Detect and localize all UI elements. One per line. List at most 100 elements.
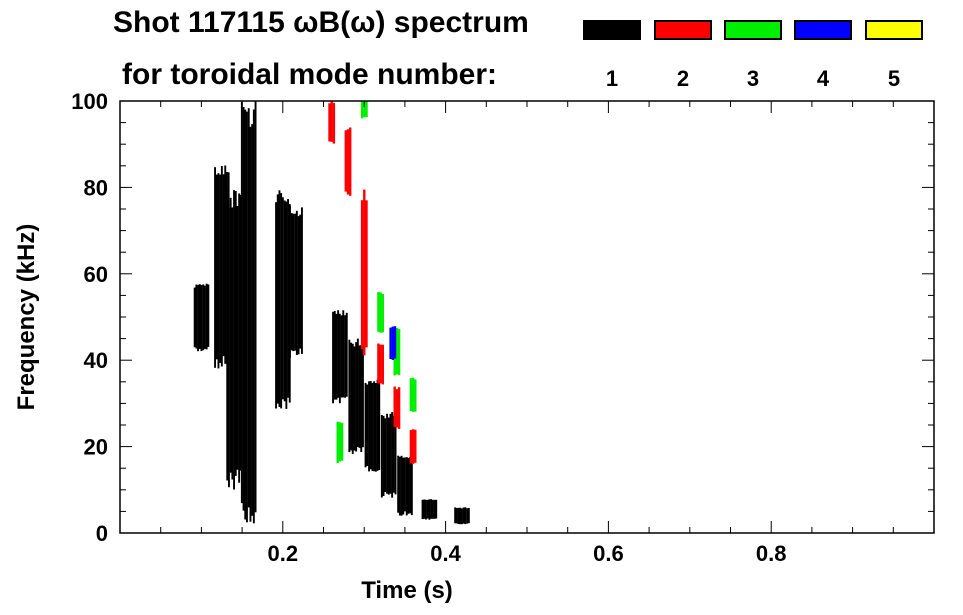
spectrum-mark-n1-2-5 [234,191,237,476]
spectrum-mark-n1-0-0 [193,287,196,348]
spectrum-mark-n2-2-0 [360,200,364,350]
spectrum-mark-n2-5-1 [411,429,415,464]
x-tick-label-0.2: 0.2 [268,541,299,566]
spectrum-mark-n1-9-1 [382,415,385,496]
spectrum-mark-n2-0-0 [328,103,331,142]
spectrum-mark-n1-3-2 [244,109,247,520]
spectrum-mark-n1-10-8 [410,456,413,516]
spectrum-mark-n1-5-8 [301,207,303,354]
y-tick-label-100: 100 [71,89,108,114]
chart-title: Shot 117115 ωB(ω) spectrum [113,6,529,39]
spectrum-mark-n2-5-0 [409,430,413,464]
y-tick-label-0: 0 [96,521,108,546]
spectrum-mark-n1-10-2 [400,455,403,516]
y-axis-title: Frequency (kHz) [13,224,40,411]
spectrum-mark-n1-11-2 [425,499,427,520]
spectrum-mark-n1-0-2 [197,284,199,352]
spectrum-mark-n1-5-7 [299,214,302,349]
spectrum-mark-n1-12-5 [462,507,465,524]
spectrum-mark-n1-6-1 [333,311,336,400]
spectrum-mark-n1-2-8 [239,194,242,471]
x-axis-title: Time (s) [361,577,453,604]
spectrum-mark-n1-5-4 [294,213,297,351]
spectrum-mark-n1-0-8 [207,284,210,347]
spectrum-mark-n1-9-2 [384,418,387,492]
spectrum-mark-n1-4-4 [281,197,284,400]
spectrum-mark-n1-0-3 [198,284,201,349]
spectrum-mark-n1-2-4 [233,190,235,490]
spectrum-mark-n1-10-1 [398,456,401,516]
spectrum-mark-n1-11-6 [431,499,434,519]
spectrum-mark-n1-9-5 [389,413,392,494]
spectrum-mark-n1-7-2 [351,343,354,455]
legend-swatch-n3 [724,20,782,40]
spectrum-mark-n1-8-2 [368,381,370,472]
spectrum-mark-n1-7-4 [355,342,358,452]
spectrum-mark-n2-4-2 [397,387,401,429]
spectrum-mark-n3-1-1 [363,102,366,118]
legend-label-n3: 3 [746,66,760,91]
spectrum-mark-n1-6-4 [338,313,341,404]
spectrum-mark-n2-2-1 [363,189,366,356]
legend-label-n1: 1 [605,66,619,91]
spectrum-mark-n1-4-0 [275,202,277,409]
spectrum-mark-n1-5-1 [289,205,291,359]
spectrum-mark-n1-5-2 [290,213,293,351]
spectrum-mark-n1-3-4 [247,108,250,508]
spectrum-mark-n1-7-7 [360,345,363,452]
spectrum-mark-n3-4-1 [411,377,415,412]
spectrum-mark-n1-9-7 [392,415,395,493]
spectrum-mark-n1-3-7 [252,109,255,524]
spectrum-mark-n1-6-3 [337,310,340,398]
spectrum-mark-n2-1-2 [349,127,352,196]
spectrum-mark-n1-12-6 [464,507,467,525]
spectrum-mark-n1-12-2 [457,507,460,524]
spectrum-mark-n2-0-1 [330,101,333,142]
spectrum-mark-n1-3-8 [254,101,257,513]
spectrum-mark-n2-4-0 [393,386,396,427]
spectrum-mark-n1-9-8 [394,412,397,495]
spectrum-mark-n3-3-2 [397,328,401,376]
spectrum-mark-n1-5-0 [287,207,290,352]
legend-swatch-n4 [794,20,852,40]
spectrum-mark-n1-10-6 [407,457,410,514]
spectrum-mark-n3-1-2 [365,101,368,118]
spectrum-mark-n4-0-1 [391,326,394,360]
spectrum-mark-n2-5-2 [414,429,417,463]
spectrum-mark-n3-2-0 [377,292,380,332]
legend-caption: for toroidal mode number: [122,58,497,91]
spectrum-mark-n1-8-6 [374,383,377,472]
spectrum-mark-n1-7-0 [348,339,351,453]
spectrum-mark-n1-9-0 [380,415,383,498]
spectrum-mark-n1-6-0 [332,311,334,404]
spectrum-mark-n1-6-2 [335,313,338,400]
spectrum-mark-n1-7-1 [350,342,352,451]
spectrum-mark-n1-11-3 [426,499,429,519]
spectrum-mark-n1-8-1 [366,384,369,466]
x-tick-label-0.6: 0.6 [593,541,624,566]
spectrum-mark-n1-10-3 [402,457,405,515]
spectrum-mark-n1-5-3 [292,213,295,352]
spectrum-mark-n3-0-0 [336,421,339,463]
spectrum-mark-n1-7-6 [358,345,361,448]
spectrum-mark-n1-1-6 [224,165,227,364]
spectrum-mark-n2-3-1 [379,344,382,384]
spectrum-mark-n1-10-7 [409,457,412,514]
spectrum-mark-n2-1-1 [346,129,350,195]
spectrum-mark-n3-1-0 [360,101,364,119]
spectrum-mark-n1-8-4 [371,382,374,471]
spectrum-mark-n3-3-1 [395,328,399,375]
spectrum-mark-n2-2-2 [365,200,368,348]
spectrum-mark-n1-6-7 [344,315,346,398]
spectrum-mark-n3-4-2 [414,379,417,412]
spectrum-mark-n1-11-4 [428,499,431,520]
y-tick-label-40: 40 [84,348,108,373]
spectrum-mark-n1-11-5 [430,499,433,519]
spectrum-mark-n2-1-0 [344,130,347,192]
spectrum-mark-n1-0-6 [204,285,206,349]
spectrum-mark-n2-3-0 [377,343,380,384]
spectrum-mark-n1-11-0 [421,499,424,520]
spectrum-mark-n4-0-2 [393,326,397,359]
spectrum-mark-n1-3-5 [249,126,252,522]
spectrum-mark-n1-12-8 [467,507,470,524]
